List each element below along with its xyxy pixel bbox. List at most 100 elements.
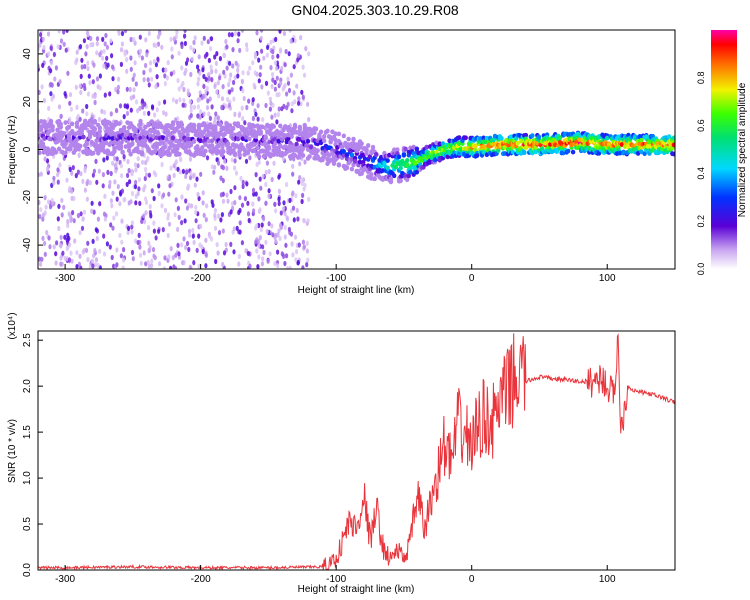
noise-cell bbox=[256, 116, 260, 122]
noise-cell bbox=[44, 204, 48, 210]
ridge-cell bbox=[366, 143, 371, 148]
ridge-cell bbox=[170, 148, 176, 154]
ridge-cell bbox=[414, 146, 420, 152]
ridge-cell bbox=[492, 133, 498, 139]
ridge-cell bbox=[222, 131, 228, 137]
noise-cell bbox=[266, 90, 270, 96]
noise-cell bbox=[86, 60, 90, 66]
x-tick-label: 0 bbox=[469, 574, 475, 585]
noise-cell bbox=[186, 57, 190, 63]
noise-cell bbox=[232, 249, 236, 255]
noise-cell bbox=[120, 218, 124, 224]
ridge-cell bbox=[326, 152, 332, 158]
noise-cell bbox=[175, 30, 179, 35]
noise-cell bbox=[130, 249, 135, 256]
ridge-cell bbox=[204, 125, 210, 131]
noise-cell bbox=[209, 36, 214, 42]
noise-cell bbox=[280, 251, 284, 257]
noise-cell bbox=[294, 249, 299, 255]
noise-cell bbox=[78, 116, 82, 122]
noise-cell bbox=[245, 46, 249, 53]
noise-cell bbox=[91, 258, 95, 264]
x-tick-label: 100 bbox=[599, 273, 616, 284]
noise-cell bbox=[266, 258, 270, 264]
noise-cell bbox=[70, 195, 74, 201]
noise-cell bbox=[217, 230, 222, 236]
noise-cell bbox=[147, 82, 151, 88]
noise-cell bbox=[120, 239, 124, 245]
noise-cell bbox=[273, 112, 277, 118]
noise-cell bbox=[115, 196, 119, 202]
noise-cell bbox=[197, 263, 201, 269]
noise-cell bbox=[278, 48, 283, 54]
noise-cell bbox=[132, 36, 136, 43]
ridge-cell bbox=[156, 131, 161, 137]
noise-cell bbox=[95, 179, 99, 185]
ridge-cell bbox=[224, 121, 229, 126]
noise-cell bbox=[305, 248, 309, 254]
noise-cell bbox=[188, 264, 192, 269]
ridge-cell bbox=[226, 129, 231, 135]
noise-cell bbox=[108, 91, 112, 97]
noise-cell bbox=[213, 212, 217, 219]
ridge-cell bbox=[357, 159, 363, 165]
noise-cell bbox=[228, 89, 232, 95]
noise-cell bbox=[200, 40, 204, 46]
noise-cell bbox=[69, 217, 73, 224]
noise-cell bbox=[144, 261, 148, 267]
noise-cell bbox=[197, 76, 201, 82]
noise-cell bbox=[146, 259, 150, 266]
noise-cell bbox=[122, 114, 126, 120]
noise-cell bbox=[127, 167, 131, 174]
ridge-cell bbox=[149, 128, 154, 134]
noise-cell bbox=[239, 175, 243, 182]
noise-cell bbox=[215, 242, 219, 248]
noise-cell bbox=[126, 172, 130, 178]
noise-cell bbox=[174, 159, 178, 165]
noise-cell bbox=[220, 212, 224, 218]
noise-cell bbox=[270, 176, 274, 183]
ridge-cell bbox=[395, 147, 400, 153]
noise-cell bbox=[174, 117, 178, 123]
noise-cell bbox=[163, 255, 167, 261]
noise-cell bbox=[191, 227, 195, 233]
spectrogram-cells bbox=[38, 30, 675, 269]
noise-cell bbox=[146, 155, 150, 161]
noise-cell bbox=[236, 73, 240, 79]
noise-cell bbox=[79, 89, 83, 95]
noise-cell bbox=[276, 263, 280, 269]
ridge-cell bbox=[666, 139, 672, 145]
noise-cell bbox=[188, 175, 193, 181]
noise-cell bbox=[101, 36, 105, 43]
noise-cell bbox=[273, 86, 277, 92]
ridge-cell bbox=[231, 125, 236, 131]
noise-cell bbox=[100, 55, 105, 61]
noise-cell bbox=[287, 87, 292, 94]
noise-cell bbox=[285, 215, 289, 221]
noise-cell bbox=[164, 67, 168, 73]
noise-cell bbox=[240, 202, 245, 208]
noise-cell bbox=[98, 52, 102, 58]
noise-cell bbox=[105, 44, 109, 50]
noise-cell bbox=[88, 264, 92, 269]
noise-cell bbox=[74, 84, 78, 90]
noise-cell bbox=[148, 60, 153, 66]
ridge-cell bbox=[167, 131, 172, 137]
noise-cell bbox=[136, 156, 140, 162]
noise-cell bbox=[292, 90, 296, 96]
ridge-cell bbox=[427, 159, 433, 165]
noise-cell bbox=[183, 33, 187, 39]
noise-cell bbox=[153, 112, 157, 118]
ridge-cell bbox=[349, 166, 355, 172]
snr-x-ticks: -300 -200 -100 0 100 bbox=[55, 565, 616, 585]
noise-cell bbox=[216, 160, 221, 166]
ridge-cell bbox=[344, 152, 350, 158]
noise-cell bbox=[152, 228, 156, 234]
noise-cell bbox=[268, 251, 272, 257]
noise-cell bbox=[127, 200, 131, 206]
noise-cell bbox=[268, 96, 272, 102]
noise-cell bbox=[265, 228, 269, 235]
noise-cell bbox=[251, 115, 255, 122]
ridge-cell bbox=[325, 128, 330, 134]
noise-cell bbox=[110, 53, 114, 59]
